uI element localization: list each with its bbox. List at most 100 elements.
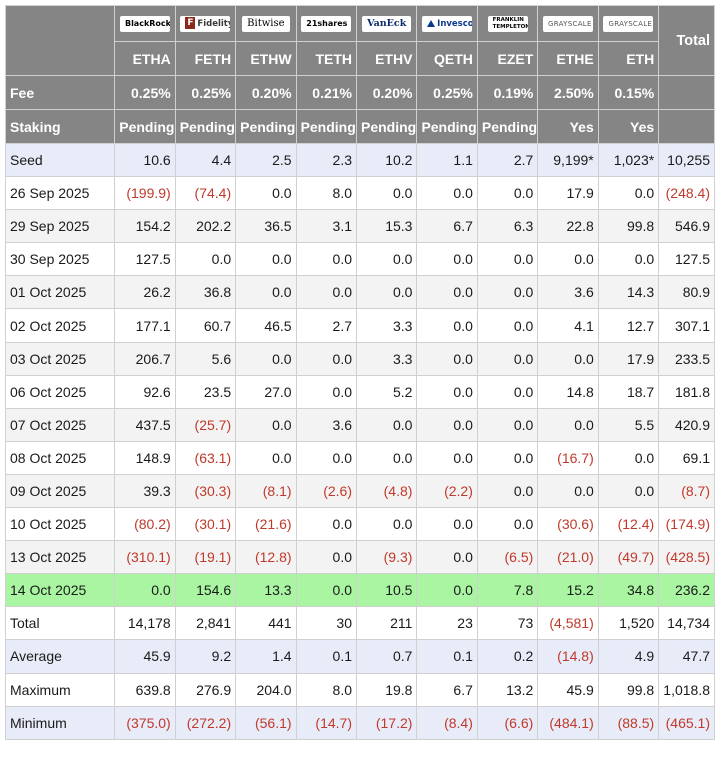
row-label: 10 Oct 2025 (4, 507, 116, 542)
flow-cell: (30.1) (174, 507, 237, 542)
flow-cell: 15.2 (537, 573, 599, 608)
staking-row: Staking Pending Pending Pending Pending … (4, 109, 715, 144)
flow-cell: 0.0 (295, 242, 358, 277)
issuer-logo-grayscale-ethe: GRAYSCALE (537, 5, 599, 42)
row-label: 06 Oct 2025 (4, 374, 116, 409)
ticker-etha: ETHA (114, 41, 176, 76)
issuer-logo-blackrock: BlackRock (114, 5, 176, 42)
flow-cell: 0.0 (295, 440, 358, 475)
row-total-cell: 546.9 (658, 209, 715, 244)
table-row: 01 Oct 2025 26.2 36.8 0.0 0.0 0.0 0.0 0.0 3.6 14.… (4, 275, 715, 310)
table-row: 03 Oct 2025 206.7 5.6 0.0 0.0 3.3 0.0 0.0 0.0 17.… (4, 341, 715, 376)
flow-cell: 0.0 (174, 242, 237, 277)
flow-cell: (484.1) (537, 705, 599, 740)
flow-cell: 6.3 (476, 209, 539, 244)
flow-cell: 9,199* (537, 142, 599, 178)
row-total-cell: 10,255 (658, 142, 715, 178)
staking-total-cell (658, 109, 715, 144)
row-label: 30 Sep 2025 (4, 242, 116, 277)
fee-row: Fee 0.25% 0.25% 0.20% 0.21% 0.20% 0.25% … (4, 75, 715, 110)
flow-cell: 34.8 (597, 573, 660, 608)
flow-cell: 0.0 (476, 440, 539, 475)
row-total-cell: 47.7 (658, 639, 715, 674)
row-total-cell: 236.2 (658, 573, 715, 608)
flow-cell: 0.0 (476, 374, 539, 409)
row-label: 14 Oct 2025 (4, 573, 116, 608)
table-row: 09 Oct 2025 39.3 (30.3) (8.1) (2.6) (4.8) (2.2… (4, 473, 715, 509)
flow-cell: 0.0 (295, 374, 358, 409)
bitwise-logo: Bitwise (242, 15, 290, 32)
issuer-logo-grayscale-eth: GRAYSCALE (597, 5, 660, 42)
row-total-cell: 80.9 (658, 275, 715, 310)
flow-cell: 4.4 (174, 142, 237, 178)
flow-cell: (74.4) (174, 176, 237, 211)
table-row: Seed 10.6 4.4 2.5 2.3 10.2 1.1 2.7 9,199* 1,023* 1… (4, 142, 715, 178)
flow-cell: 10.6 (114, 142, 176, 178)
flow-cell: 60.7 (174, 308, 237, 343)
flow-cell: (6.6) (476, 705, 539, 740)
flow-cell: 0.0 (295, 540, 358, 575)
flow-cell: 45.9 (114, 639, 176, 674)
flow-cell: (2.2) (416, 473, 478, 509)
ticker-feth: FETH (174, 41, 237, 76)
flow-cell: 19.8 (355, 672, 418, 707)
blackrock-logo: BlackRock (119, 15, 170, 32)
row-total-cell: (248.4) (658, 176, 715, 211)
flow-cell: 0.0 (476, 176, 539, 211)
row-total-cell: 1,018.8 (658, 672, 715, 707)
franklin-templeton-logo: FRANKLIN TEMPLETON (487, 15, 528, 32)
flow-cell: 99.8 (597, 209, 660, 244)
fidelity-logo: F Fidelity (180, 15, 231, 32)
flow-cell: 5.5 (597, 407, 660, 442)
grayscale-logo: GRAYSCALE (603, 15, 654, 32)
staking-cell: Yes (537, 109, 599, 144)
flow-cell: 211 (355, 606, 418, 641)
flow-cell: 204.0 (235, 672, 297, 707)
flow-cell: 154.2 (114, 209, 176, 244)
staking-cell: Pending (114, 109, 176, 144)
issuer-logo-row: BlackRock F Fidelity Bitwise 21shares Van… (4, 5, 715, 76)
ticker-ethv: ETHV (355, 41, 418, 76)
flow-cell: 92.6 (114, 374, 176, 409)
ticker-ezet: EZET (476, 41, 539, 76)
flow-cell: (30.3) (174, 473, 237, 509)
flow-cell: 3.1 (295, 209, 358, 244)
flow-cell: 2.5 (235, 142, 297, 178)
flow-cell: 0.0 (355, 440, 418, 475)
fee-label: Fee (4, 75, 116, 110)
flow-cell: 3.6 (295, 407, 358, 442)
row-label: Seed (4, 142, 116, 178)
flow-cell: 14.8 (537, 374, 599, 409)
fee-cell: 0.21% (295, 75, 358, 110)
row-label: 29 Sep 2025 (4, 209, 116, 244)
flow-cell: 0.0 (416, 341, 478, 376)
flow-cell: 13.2 (476, 672, 539, 707)
invesco-triangle-icon (427, 19, 436, 27)
flow-cell: 8.0 (295, 672, 358, 707)
invesco-logo: Invesco (422, 15, 473, 32)
row-total-cell: 307.1 (658, 308, 715, 343)
flow-cell: 18.7 (597, 374, 660, 409)
flow-cell: 0.0 (355, 176, 418, 211)
row-label: Average (4, 639, 116, 674)
flow-cell: 0.0 (476, 473, 539, 509)
total-column-header: Total (658, 5, 715, 76)
flow-cell: (14.8) (537, 639, 599, 674)
fee-cell: 0.25% (114, 75, 176, 110)
flow-cell: 0.0 (295, 275, 358, 310)
flow-cell: 0.0 (537, 407, 599, 442)
flow-cell: (4,581) (537, 606, 599, 641)
table-row: 14 Oct 2025 0.0 154.6 13.3 0.0 10.5 0.0 7.8 15.2… (4, 573, 715, 608)
flow-cell: 0.0 (416, 176, 478, 211)
flow-cell: 23 (416, 606, 478, 641)
flow-cell: 0.2 (476, 639, 539, 674)
row-total-cell: 69.1 (658, 440, 715, 475)
grayscale-logo: GRAYSCALE (543, 15, 594, 32)
flow-cell: 3.3 (355, 341, 418, 376)
row-total-cell: (465.1) (658, 705, 715, 740)
row-label: 01 Oct 2025 (4, 275, 116, 310)
flow-cell: 0.0 (537, 473, 599, 509)
row-total-cell: 127.5 (658, 242, 715, 277)
flow-cell: (21.6) (235, 507, 297, 542)
fee-cell: 0.19% (476, 75, 539, 110)
